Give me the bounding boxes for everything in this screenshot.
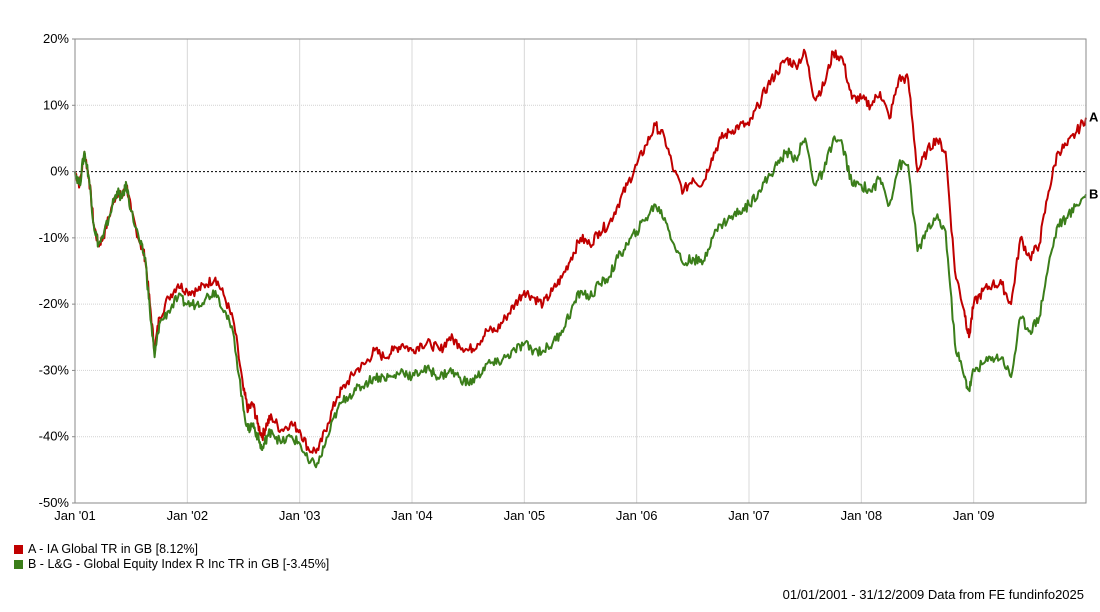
y-tick-label: -40% [39, 429, 70, 444]
x-axis-ticks: Jan '01 Jan '02 Jan '03 Jan '04 Jan '05 Jan '… [54, 508, 994, 523]
end-labels: AB [1089, 110, 1099, 202]
x-tick-label: Jan '06 [616, 508, 658, 523]
x-tick-label: Jan '03 [279, 508, 321, 523]
series-end-label-b: B [1089, 186, 1098, 201]
legend-label-a: A - IA Global TR in GB [8.12%] [28, 542, 198, 556]
grid-lines [74, 38, 1086, 504]
x-tick-label: Jan '01 [54, 508, 96, 523]
legend: A - IA Global TR in GB [8.12%] B - L&G -… [14, 542, 329, 572]
y-tick-label: 10% [43, 97, 69, 112]
performance-chart: 20%10%0%-10%-20%-30%-40%-50% Jan '01 Jan … [39, 31, 1099, 523]
x-tick-label: Jan '08 [841, 508, 883, 523]
footer-date-range: 01/01/2001 - 31/12/2009 Data from FE fun… [782, 587, 1084, 602]
y-tick-label: -10% [39, 230, 70, 245]
x-tick-label: Jan '09 [953, 508, 995, 523]
x-tick-label: Jan '02 [167, 508, 209, 523]
legend-item-b: B - L&G - Global Equity Index R Inc TR i… [14, 557, 329, 572]
legend-swatch-a [14, 545, 23, 554]
y-tick-label: -20% [39, 296, 70, 311]
series-end-label-a: A [1089, 110, 1099, 125]
y-tick-label: 0% [50, 164, 69, 179]
y-axis-ticks: 20% 10% 0% -10% -20% -30% -40% -50% [39, 31, 75, 510]
series-line-b [74, 135, 1087, 469]
legend-item-a: A - IA Global TR in GB [8.12%] [14, 542, 329, 557]
series-layer [74, 48, 1087, 469]
y-tick-label: 20% [43, 31, 69, 46]
plot-frame [74, 38, 1087, 504]
x-tick-label: Jan '04 [391, 508, 433, 523]
legend-swatch-b [14, 560, 23, 569]
legend-label-b: B - L&G - Global Equity Index R Inc TR i… [28, 557, 330, 571]
x-tick-label: Jan '07 [728, 508, 770, 523]
x-tick-label: Jan '05 [504, 508, 546, 523]
series-line-a [74, 48, 1087, 454]
y-tick-label: -30% [39, 362, 70, 377]
y-tick-label: -50% [39, 495, 70, 510]
